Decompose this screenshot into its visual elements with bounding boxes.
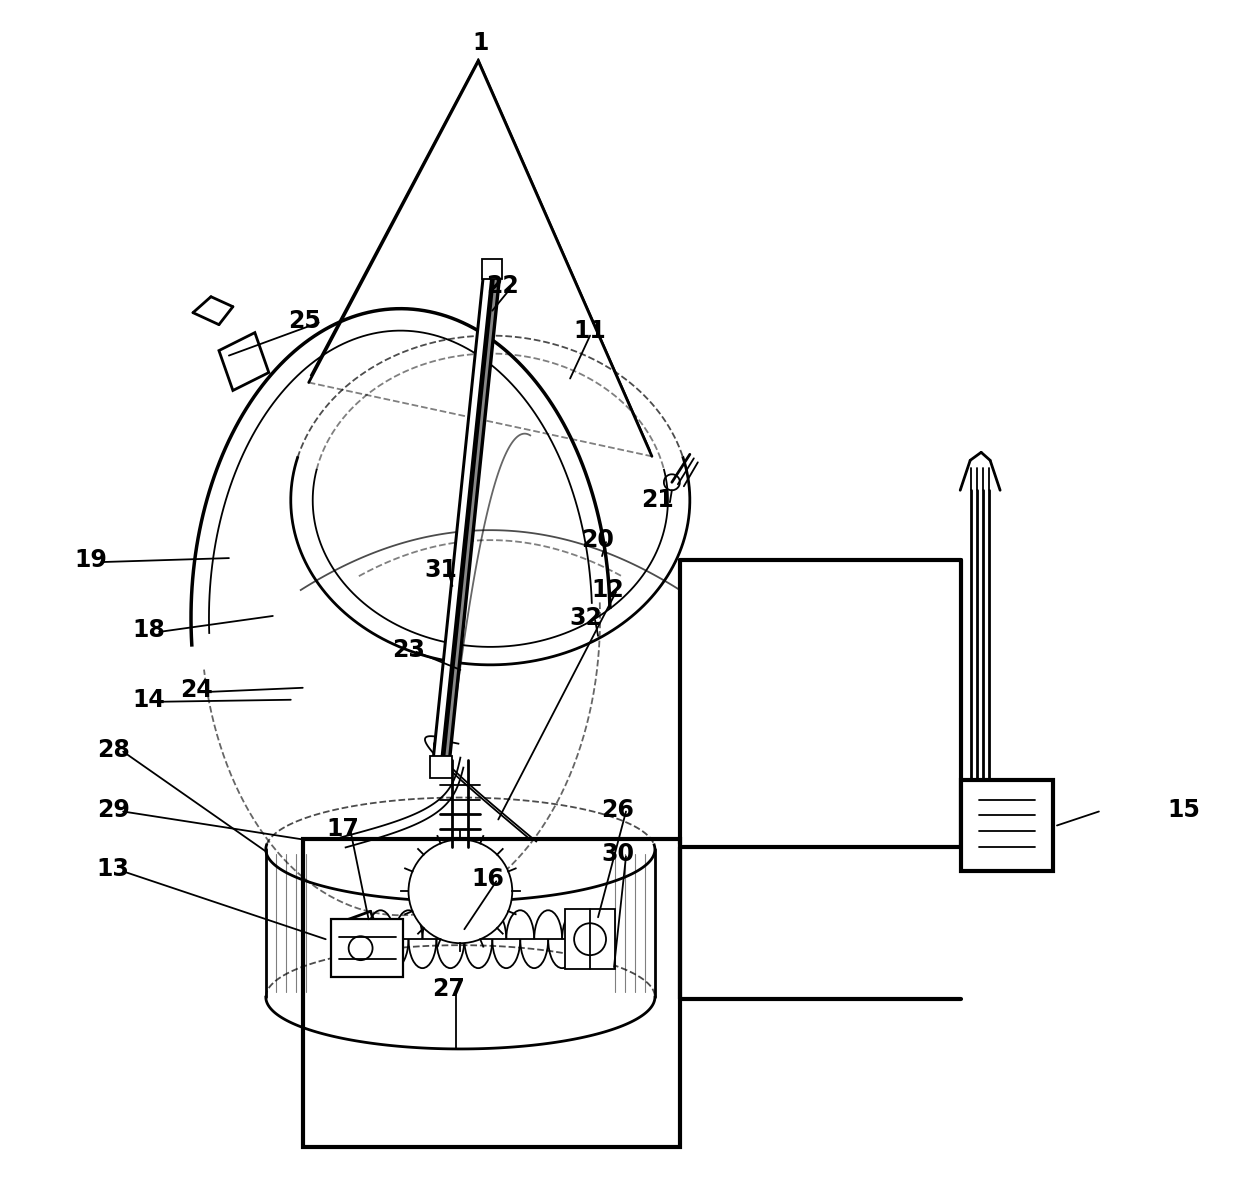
Bar bbox=[565, 909, 615, 969]
Text: 18: 18 bbox=[133, 618, 165, 642]
Polygon shape bbox=[960, 472, 1002, 490]
Bar bbox=[961, 780, 1053, 872]
Text: 19: 19 bbox=[74, 548, 108, 572]
Text: 16: 16 bbox=[472, 867, 505, 891]
Text: 11: 11 bbox=[574, 318, 606, 342]
Text: 14: 14 bbox=[133, 688, 165, 712]
Text: 30: 30 bbox=[601, 842, 635, 866]
Text: 20: 20 bbox=[582, 529, 615, 553]
Text: 28: 28 bbox=[97, 738, 130, 762]
Bar bbox=[482, 258, 502, 279]
Bar bbox=[430, 756, 453, 777]
Text: 24: 24 bbox=[181, 678, 213, 702]
Bar bbox=[303, 840, 680, 1147]
Text: 32: 32 bbox=[569, 606, 603, 630]
Text: 29: 29 bbox=[97, 798, 130, 822]
Text: 15: 15 bbox=[1167, 798, 1200, 822]
Text: 23: 23 bbox=[392, 637, 425, 661]
Text: 31: 31 bbox=[424, 559, 456, 582]
Circle shape bbox=[408, 840, 512, 944]
Text: 13: 13 bbox=[97, 858, 130, 881]
Text: 17: 17 bbox=[326, 817, 360, 842]
Polygon shape bbox=[219, 332, 269, 390]
Bar bbox=[331, 920, 403, 977]
Text: 12: 12 bbox=[591, 578, 625, 602]
Text: 1: 1 bbox=[472, 31, 489, 55]
Text: 26: 26 bbox=[601, 798, 635, 822]
Text: 27: 27 bbox=[432, 977, 465, 1001]
Text: 25: 25 bbox=[288, 309, 321, 332]
Text: 22: 22 bbox=[486, 274, 518, 298]
Text: 21: 21 bbox=[641, 488, 675, 512]
